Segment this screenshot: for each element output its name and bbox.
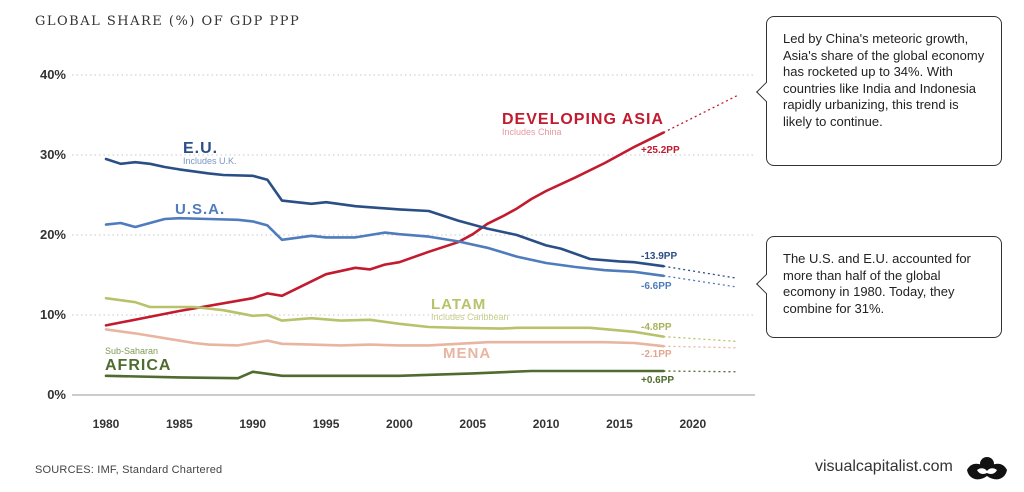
series-lines — [104, 131, 665, 380]
y-tick-label: 10% — [40, 307, 66, 322]
series-label: LATAM — [431, 296, 486, 313]
mustache-logo-icon — [967, 457, 1007, 480]
sources-note: SOURCES: IMF, Standard Chartered — [35, 464, 223, 476]
series-sublabel: Sub-Saharan — [105, 346, 158, 356]
projection-line — [663, 370, 737, 373]
y-tick-label: 20% — [40, 227, 66, 242]
x-tick-label: 2005 — [459, 417, 486, 431]
series-label: U.S.A. — [175, 201, 225, 218]
series-label: E.U. — [183, 140, 218, 157]
brand-link[interactable]: visualcapitalist.com — [815, 458, 953, 475]
projection-line — [663, 275, 737, 288]
projection-lines — [663, 95, 738, 373]
x-tick-label: 2015 — [606, 417, 633, 431]
projection-line — [663, 265, 737, 279]
gridlines — [72, 74, 755, 396]
series-sublabel: Includes China — [502, 127, 562, 137]
projection-line — [663, 335, 737, 343]
x-tick-label: 2000 — [386, 417, 413, 431]
x-tick-label: 1990 — [239, 417, 266, 431]
x-tick-label: 1980 — [93, 417, 120, 431]
x-tick-label: 2020 — [679, 417, 706, 431]
series-line-u-s-a- — [104, 216, 665, 278]
x-tick-label: 1995 — [313, 417, 340, 431]
projection-line — [663, 345, 737, 349]
x-axis-tick-labels: 1980 1985 1990 1995 2000 2005 2010 2015 2020 — [93, 417, 707, 431]
change-label: -13.9PP — [641, 251, 677, 262]
callout-text: Led by China's meteoric growth, Asia's s… — [783, 31, 985, 129]
change-label: +25.2PP — [641, 145, 680, 156]
series-label: AFRICA — [105, 357, 171, 374]
y-axis-tick-labels: 0% 10% 20% 30% 40% — [40, 67, 66, 402]
series-label: MENA — [443, 345, 491, 362]
y-tick-label: 0% — [47, 387, 66, 402]
series-sublabel: Includes Caribbean — [431, 312, 509, 322]
series-line-developing-asia — [104, 131, 665, 327]
series-line-mena — [104, 328, 665, 348]
x-tick-label: 1985 — [166, 417, 193, 431]
change-label: +0.6PP — [641, 375, 674, 386]
series-line-africa — [104, 369, 665, 380]
chart-title: GLOBAL SHARE (%) OF GDP PPP — [35, 14, 301, 29]
y-tick-label: 30% — [40, 147, 66, 162]
series-line-latam — [104, 296, 665, 338]
series-label: DEVELOPING ASIA — [502, 111, 664, 128]
series-line-e-u- — [104, 157, 665, 268]
callout-asia-growth: Led by China's meteoric growth, Asia's s… — [756, 16, 1002, 166]
series-sublabel: Includes U.K. — [183, 156, 237, 166]
y-tick-label: 40% — [40, 67, 66, 82]
change-label: -6.6PP — [641, 281, 672, 292]
callout-us-eu-share: The U.S. and E.U. accounted for more tha… — [756, 236, 1002, 338]
projection-line — [663, 95, 738, 134]
change-label: -4.8PP — [641, 322, 672, 333]
callout-text: The U.S. and E.U. accounted for more tha… — [783, 251, 971, 316]
change-label: -2.1PP — [641, 349, 672, 360]
x-tick-label: 2010 — [533, 417, 560, 431]
